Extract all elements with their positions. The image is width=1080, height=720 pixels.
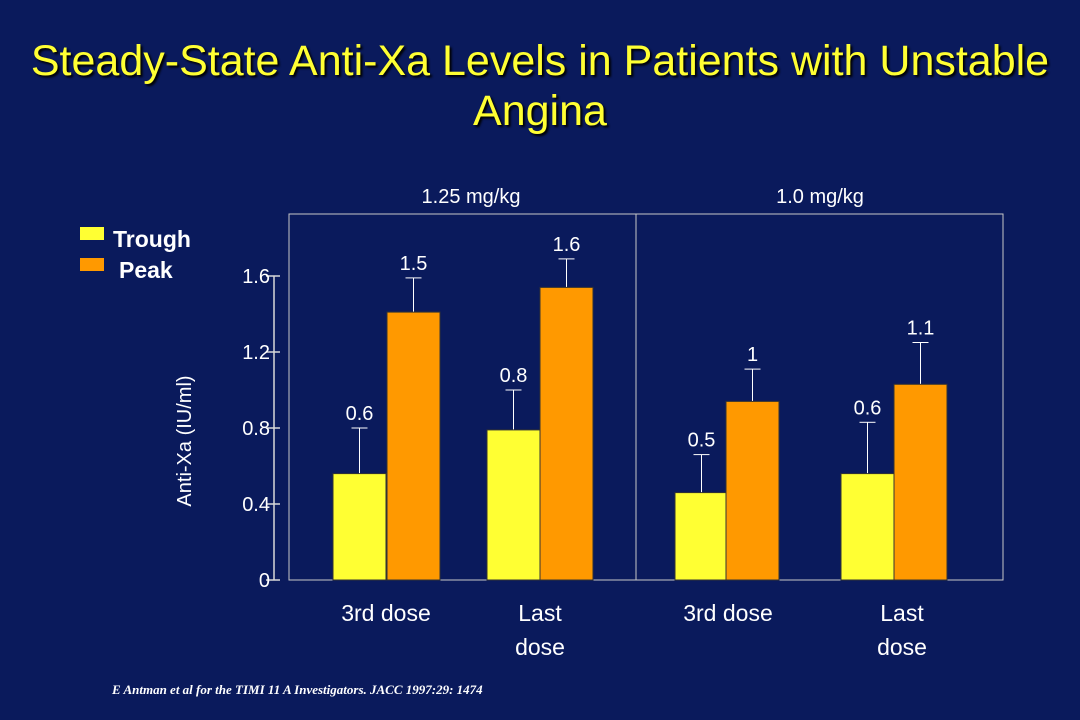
category-label: Last dose bbox=[515, 600, 565, 660]
citation-rest: for the TIMI 11 A Investigators. JACC 19… bbox=[192, 682, 483, 697]
y-tick-label: 0 bbox=[259, 570, 270, 592]
group-label: 1.25 mg/kg bbox=[422, 186, 521, 208]
data-label: 1 bbox=[747, 344, 758, 366]
category-label: 3rd dose bbox=[341, 600, 431, 626]
data-label: 0.5 bbox=[688, 430, 716, 452]
data-label: 1.5 bbox=[400, 253, 428, 275]
data-label: 0.8 bbox=[500, 365, 528, 387]
citation-prefix: E Antman et al bbox=[112, 682, 193, 697]
y-tick-label: 0.4 bbox=[242, 494, 270, 516]
bar bbox=[840, 473, 895, 581]
category-label: 3rd dose bbox=[683, 600, 773, 626]
data-label: 0.6 bbox=[854, 397, 882, 419]
y-tick-label: 1.2 bbox=[242, 342, 270, 364]
y-axis-label: Anti-Xa (IU/ml) bbox=[174, 375, 196, 506]
data-label: 1.6 bbox=[553, 234, 581, 256]
legend-swatch bbox=[80, 258, 104, 271]
y-tick-label: 0.8 bbox=[242, 418, 270, 440]
legend-label: Trough bbox=[113, 226, 191, 252]
plot-frame bbox=[288, 213, 1004, 581]
y-tick-label: 1.6 bbox=[242, 266, 270, 288]
bar bbox=[539, 286, 594, 581]
data-label: 1.1 bbox=[907, 318, 935, 340]
chart-title: Steady-State Anti-Xa Levels in Patients … bbox=[30, 37, 1050, 135]
bar bbox=[725, 400, 780, 581]
group-label: 1.0 mg/kg bbox=[776, 186, 864, 208]
citation: E Antman et al for the TIMI 11 A Investi… bbox=[112, 682, 483, 698]
category-label: Last dose bbox=[877, 600, 927, 660]
bar bbox=[674, 492, 729, 581]
legend-swatch bbox=[80, 227, 104, 240]
bar bbox=[486, 429, 541, 581]
bar bbox=[386, 311, 441, 581]
legend-label: Peak bbox=[119, 257, 173, 283]
data-label: 0.6 bbox=[346, 403, 374, 425]
bar bbox=[893, 383, 948, 581]
bar bbox=[332, 473, 387, 581]
